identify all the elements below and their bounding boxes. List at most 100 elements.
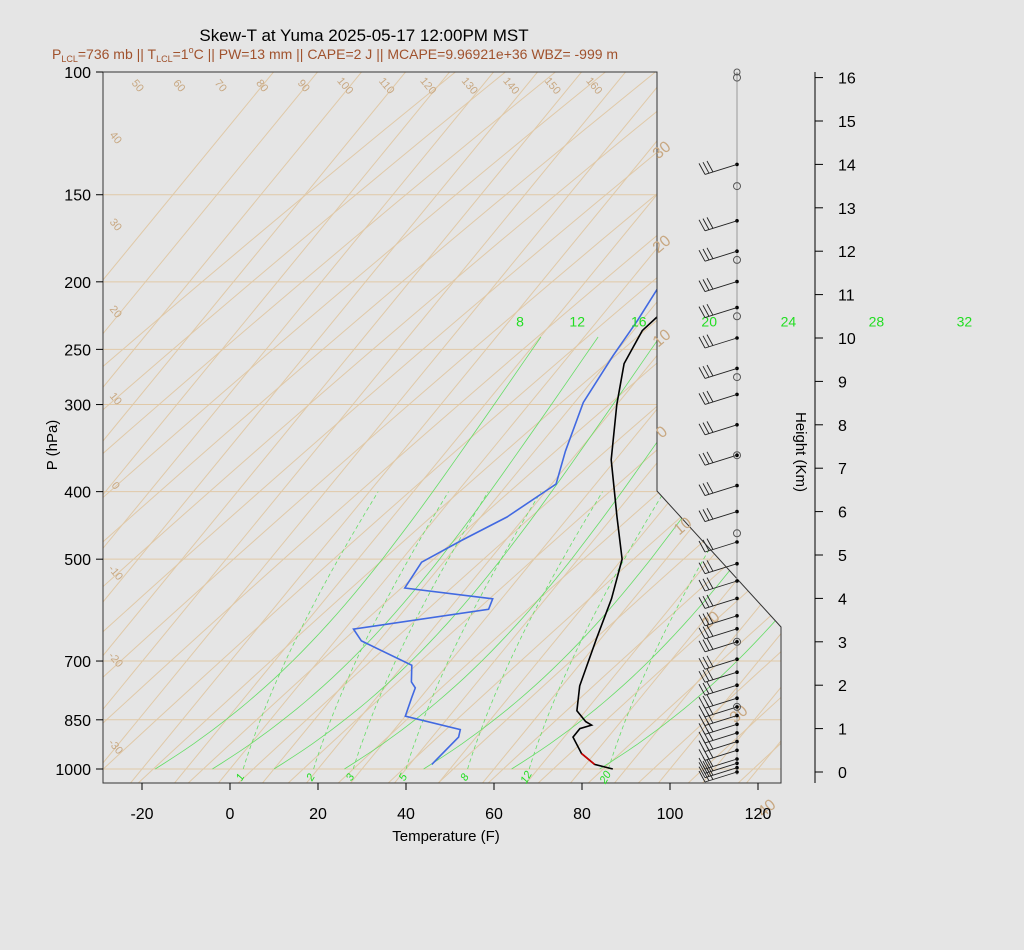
wind-barb-flag	[706, 217, 714, 229]
wind-barb-flag	[698, 614, 706, 627]
wind-barb-staff	[704, 767, 738, 779]
wind-barb-flag	[698, 683, 706, 696]
temperature-tick-label: 100	[657, 806, 684, 823]
dry-adiabat-line	[519, 72, 781, 783]
moist-adiabat-label: 8	[516, 314, 524, 330]
moist-adiabat-label: 24	[781, 314, 797, 330]
grid-layer	[103, 72, 781, 783]
wind-barb-flag	[698, 757, 706, 770]
wind-profile-marker	[733, 373, 741, 382]
wind-barb-flag	[702, 613, 710, 625]
wind-barb-staff	[704, 771, 738, 783]
wind-profile-marker	[733, 182, 741, 191]
subtitle-t-lcl-sup: o	[189, 45, 194, 55]
wind-barb-flag	[698, 510, 706, 522]
moist-adiabat-line	[154, 336, 542, 770]
height-tick-label: 6	[838, 505, 847, 522]
temperature-tick-label: 40	[397, 806, 415, 823]
wind-barb-flag	[698, 770, 706, 783]
wind-barb-staff	[704, 580, 738, 592]
wind-barb-profile	[698, 68, 741, 783]
wind-barb-staff	[704, 563, 738, 575]
wind-barb-flag	[698, 762, 706, 774]
wind-barb-staff	[704, 749, 738, 761]
height-tick-label: 15	[838, 114, 856, 131]
wind-barb-flag	[702, 695, 710, 708]
subtitle-p-lcl-label: P	[52, 46, 61, 62]
wind-barb-flag	[706, 303, 714, 316]
chart-subtitle: PLCL=736 mb || TLCL=1oC || PW=13 mm || C…	[52, 45, 618, 64]
wind-barb-flag	[698, 766, 706, 778]
wind-barb-flag	[698, 453, 706, 466]
wind-profile-marker	[733, 529, 741, 538]
isotherm-line	[103, 72, 287, 783]
chart-title: Skew-T at Yuma 2025-05-17 12:00PM MST	[199, 26, 528, 45]
pressure-tick-label: 850	[64, 713, 91, 730]
wind-barb-flag	[706, 277, 714, 290]
plot-frame	[102, 71, 782, 784]
wind-barb-flag	[702, 452, 710, 465]
wind-barb-flag	[698, 367, 706, 379]
wind-barb-staff	[704, 615, 738, 627]
wind-barb-staff	[704, 541, 738, 553]
wind-barb-flag	[698, 731, 706, 744]
wind-barb-flag	[702, 305, 710, 317]
height-tick-label: 8	[838, 418, 847, 435]
dry-adiabat-line	[103, 72, 781, 783]
isotherm-line	[655, 72, 781, 783]
series-layer	[352, 72, 781, 770]
wind-barb-flag	[702, 422, 710, 434]
dry-adiabat-line	[369, 72, 781, 783]
height-tick-label: 14	[838, 157, 856, 174]
wind-barb-flag	[702, 365, 710, 378]
wind-barb-flag	[698, 540, 706, 553]
isotherm-line	[103, 72, 331, 783]
height-tick-label: 0	[838, 765, 847, 782]
height-tick-label: 16	[838, 71, 856, 88]
wind-barb-flag	[698, 423, 706, 436]
wind-barb-staff	[704, 250, 738, 262]
wind-barb-staff	[704, 367, 738, 379]
wind-barb-flag	[698, 336, 706, 349]
wind-barb-flag	[702, 391, 710, 404]
pressure-tick-label: 100	[64, 65, 91, 82]
wind-barb-flag	[702, 669, 710, 682]
wind-barb-flag	[698, 723, 706, 735]
wind-barb-staff	[704, 723, 738, 735]
mixing-ratio-label: 1	[234, 772, 247, 783]
wind-barb-flag	[702, 335, 710, 348]
wind-barb-flag	[706, 612, 714, 624]
dry-adiabat-line	[569, 72, 781, 783]
wind-barb-flag	[702, 483, 710, 495]
pressure-tick-label: 1000	[55, 762, 91, 779]
wind-barb-flag	[706, 390, 714, 403]
isotherm-line	[103, 72, 551, 783]
height-tick-label: 5	[838, 548, 847, 565]
moist-adiabat-label: 16	[631, 314, 647, 330]
wind-barb-staff	[704, 511, 738, 523]
subtitle-t-lcl-value: =1	[173, 46, 189, 62]
wind-barb-flag	[706, 681, 714, 694]
wind-profile-marker	[733, 255, 741, 264]
parcel-trace-line	[580, 752, 596, 766]
dry-adiabat-line	[103, 72, 751, 783]
moist-adiabat-line	[344, 336, 731, 770]
isotherm-line	[567, 72, 781, 783]
pressure-tick-label: 150	[64, 188, 91, 205]
dry-adiabat-line	[103, 72, 781, 783]
wind-barb-flag	[698, 163, 706, 175]
wind-barb-staff	[704, 337, 738, 349]
height-tick-label: 12	[838, 244, 856, 261]
wind-barb-flag	[706, 507, 714, 520]
wind-barb-staff	[704, 163, 738, 175]
wind-profile-marker	[733, 73, 741, 82]
pressure-tick-label: 500	[64, 552, 91, 569]
wind-barb-flag	[698, 249, 706, 262]
subtitle-p-lcl-value: =736 mb || T	[78, 46, 157, 62]
temperature-profile-line	[572, 72, 781, 770]
wind-barb-flag	[706, 451, 714, 464]
isotherm-line	[103, 72, 595, 783]
wind-barb-flag	[702, 561, 710, 573]
wind-barb-staff	[704, 706, 738, 718]
